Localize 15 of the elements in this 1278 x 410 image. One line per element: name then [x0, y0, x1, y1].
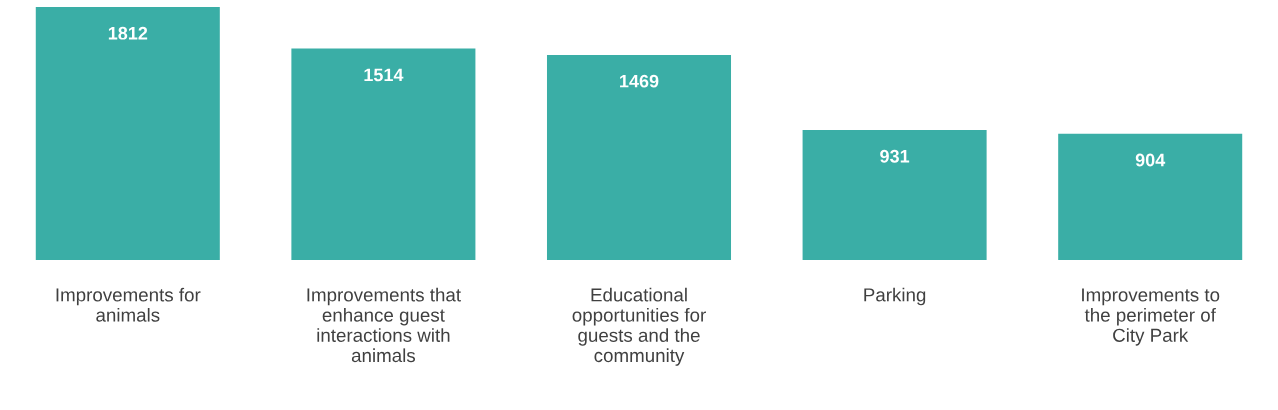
x-tick-label: Improvements for animals — [56, 287, 201, 322]
data-label: 1469 — [620, 74, 659, 88]
bar — [35, 7, 220, 260]
x-tick-label: Parking — [864, 287, 926, 306]
x-tick-label: Improvements that enhance guest interactions with animals — [307, 287, 461, 363]
bar — [1058, 133, 1243, 260]
x-tick-label: Improvements to the perimeter of City Park — [1082, 288, 1220, 346]
x-tick-label: Educational opportunities for guests and the community — [572, 287, 706, 366]
data-label: 1514 — [364, 68, 404, 82]
bar — [802, 130, 987, 260]
data-label: 904 — [1135, 153, 1166, 167]
bar — [546, 54, 732, 260]
data-label: 931 — [880, 149, 910, 163]
bar — [291, 48, 476, 260]
data-label: 1812 — [108, 26, 148, 40]
